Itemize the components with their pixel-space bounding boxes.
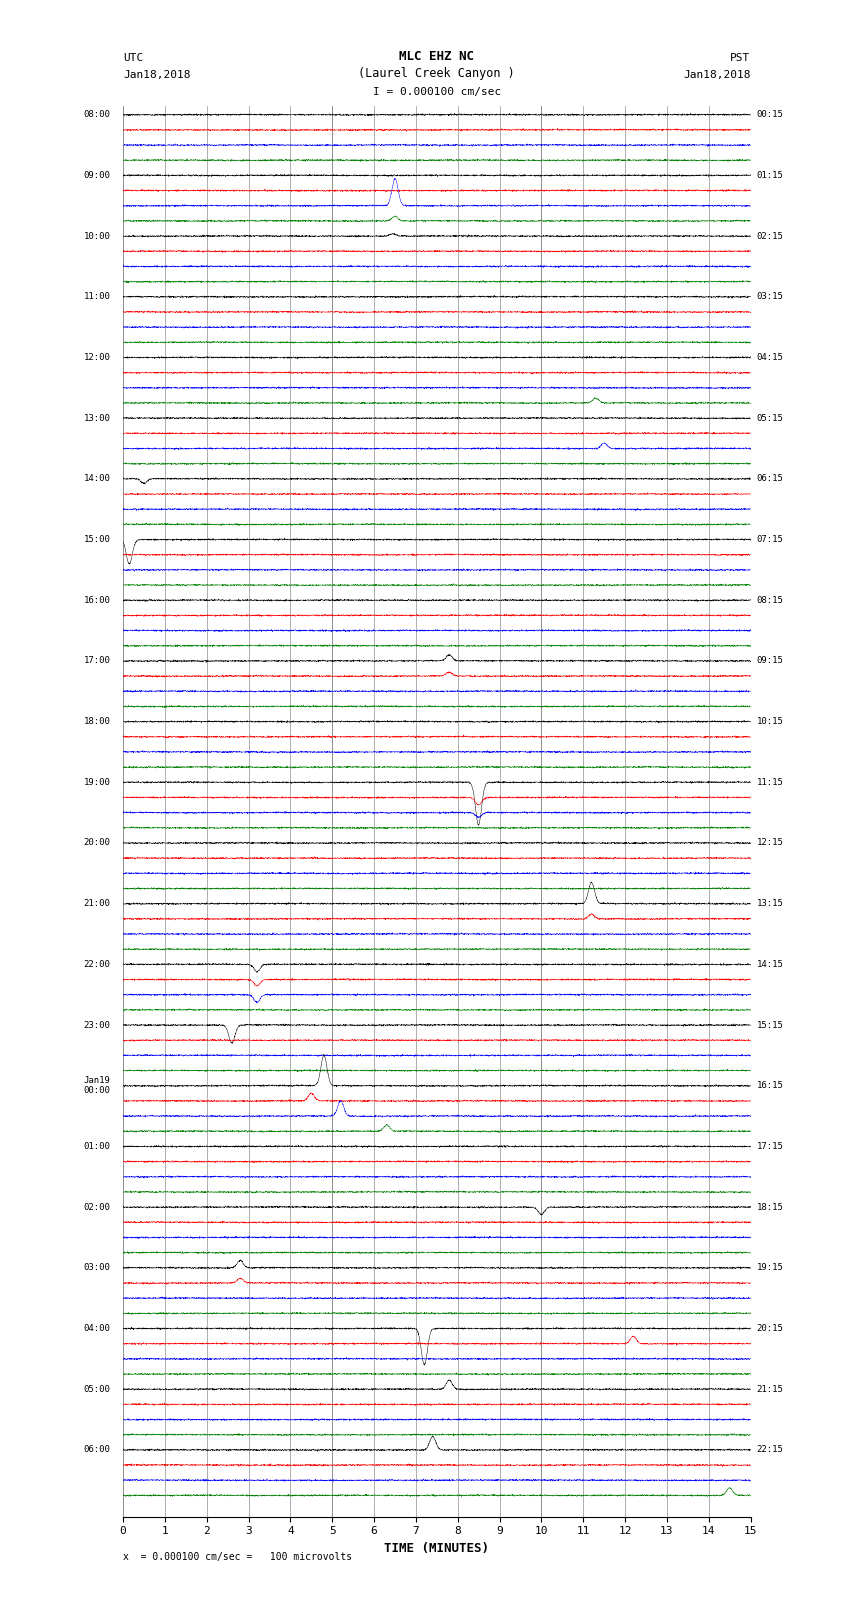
Text: 20:00: 20:00 [83,839,110,847]
Text: (Laurel Creek Canyon ): (Laurel Creek Canyon ) [359,68,515,81]
Text: x  = 0.000100 cm/sec =   100 microvolts: x = 0.000100 cm/sec = 100 microvolts [123,1552,352,1561]
Text: 13:00: 13:00 [83,413,110,423]
Text: Jan18,2018: Jan18,2018 [123,71,190,81]
Text: Jan19
00:00: Jan19 00:00 [83,1076,110,1095]
Text: PST: PST [730,53,751,63]
Text: 03:00: 03:00 [83,1263,110,1273]
Text: 15:15: 15:15 [756,1021,784,1029]
Text: 20:15: 20:15 [756,1324,784,1332]
Text: UTC: UTC [123,53,144,63]
Text: 14:15: 14:15 [756,960,784,969]
Text: 16:15: 16:15 [756,1081,784,1090]
Text: 12:00: 12:00 [83,353,110,361]
Text: 04:15: 04:15 [756,353,784,361]
Text: 19:15: 19:15 [756,1263,784,1273]
Text: 18:00: 18:00 [83,718,110,726]
Text: 04:00: 04:00 [83,1324,110,1332]
Text: 12:15: 12:15 [756,839,784,847]
X-axis label: TIME (MINUTES): TIME (MINUTES) [384,1542,490,1555]
Text: 02:00: 02:00 [83,1203,110,1211]
Text: 10:15: 10:15 [756,718,784,726]
Text: 11:15: 11:15 [756,777,784,787]
Text: 19:00: 19:00 [83,777,110,787]
Text: 02:15: 02:15 [756,232,784,240]
Text: 14:00: 14:00 [83,474,110,484]
Text: 05:00: 05:00 [83,1384,110,1394]
Text: 00:15: 00:15 [756,110,784,119]
Text: 01:15: 01:15 [756,171,784,181]
Text: 18:15: 18:15 [756,1203,784,1211]
Text: 10:00: 10:00 [83,232,110,240]
Text: 21:00: 21:00 [83,898,110,908]
Text: 09:15: 09:15 [756,656,784,666]
Text: 15:00: 15:00 [83,536,110,544]
Text: 21:15: 21:15 [756,1384,784,1394]
Text: 08:15: 08:15 [756,595,784,605]
Text: 22:00: 22:00 [83,960,110,969]
Text: 03:15: 03:15 [756,292,784,302]
Text: 13:15: 13:15 [756,898,784,908]
Text: Jan18,2018: Jan18,2018 [683,71,751,81]
Text: 05:15: 05:15 [756,413,784,423]
Text: I = 0.000100 cm/sec: I = 0.000100 cm/sec [372,87,501,97]
Text: 16:00: 16:00 [83,595,110,605]
Text: 17:00: 17:00 [83,656,110,666]
Text: 22:15: 22:15 [756,1445,784,1455]
Text: 08:00: 08:00 [83,110,110,119]
Text: 23:00: 23:00 [83,1021,110,1029]
Text: 06:15: 06:15 [756,474,784,484]
Text: 11:00: 11:00 [83,292,110,302]
Text: 07:15: 07:15 [756,536,784,544]
Text: 06:00: 06:00 [83,1445,110,1455]
Text: 01:00: 01:00 [83,1142,110,1152]
Text: 17:15: 17:15 [756,1142,784,1152]
Text: 09:00: 09:00 [83,171,110,181]
Text: MLC EHZ NC: MLC EHZ NC [400,50,474,63]
